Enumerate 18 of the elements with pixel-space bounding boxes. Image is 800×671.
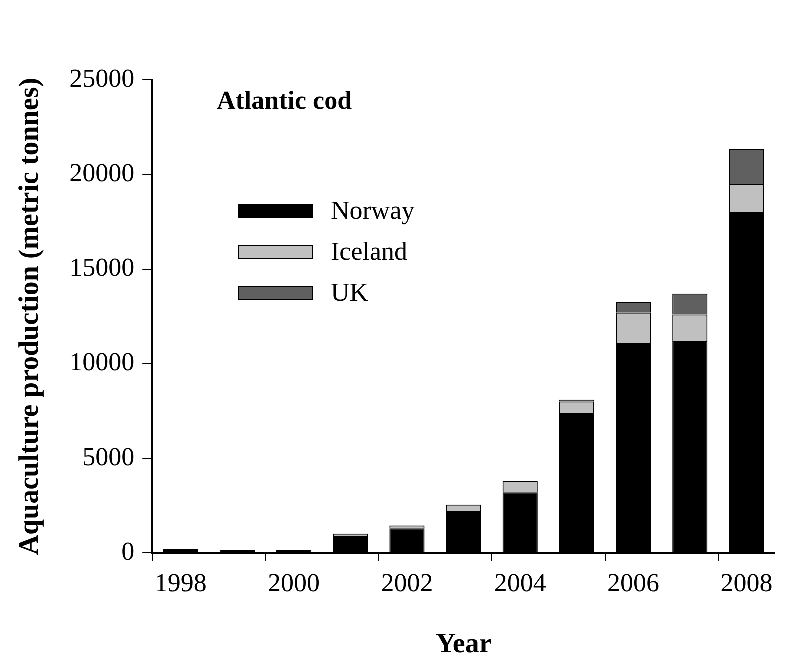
x-tick-label: 2006 xyxy=(608,568,660,598)
legend-label: UK xyxy=(331,278,369,308)
y-tick-label: 5000 xyxy=(82,442,135,472)
y-tick-label: 20000 xyxy=(70,158,135,188)
x-axis-title: Year xyxy=(436,628,492,660)
y-axis-title: Aquaculture production (metric tonnes) xyxy=(14,78,46,556)
y-tick-label: 15000 xyxy=(70,253,135,282)
x-tick-label: 2004 xyxy=(494,568,546,598)
chart-title: Atlantic cod xyxy=(217,86,352,116)
y-tick-label: 25000 xyxy=(70,64,135,93)
x-tick-label: 2000 xyxy=(268,568,320,598)
legend-label: Iceland xyxy=(331,236,408,266)
x-tick-label: 2008 xyxy=(720,568,773,598)
legend-label: Norway xyxy=(331,196,415,226)
x-tick-label: 2002 xyxy=(381,568,434,598)
y-tick-label: 0 xyxy=(122,537,135,566)
x-tick-label: 1998 xyxy=(154,568,207,598)
y-tick-label: 10000 xyxy=(70,348,135,377)
